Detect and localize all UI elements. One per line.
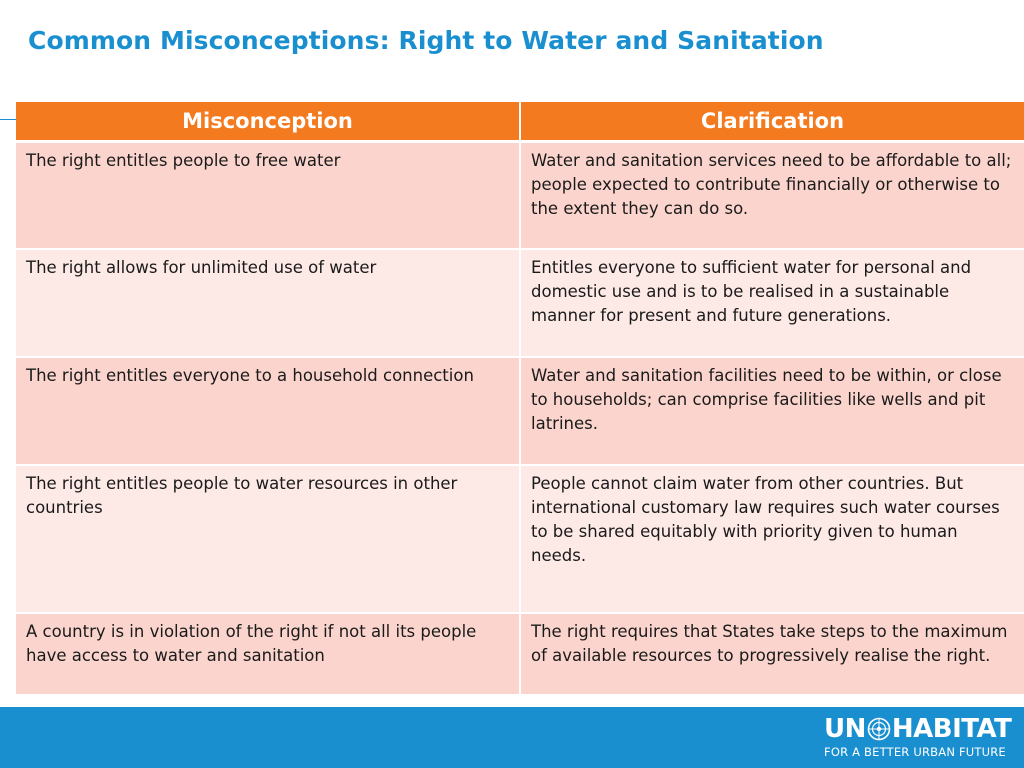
- table-header-row: Misconception Clarification: [16, 102, 1024, 143]
- column-header-misconception: Misconception: [16, 102, 521, 143]
- slide-title: Common Misconceptions: Right to Water an…: [28, 26, 824, 55]
- footer-bar: [0, 707, 1024, 768]
- logo-wordmark: UN HABITAT: [824, 714, 1014, 744]
- clarification-cell: Water and sanitation services need to be…: [520, 141, 1024, 250]
- misconceptions-table: Misconception Clarification The right en…: [16, 102, 1024, 696]
- table-row: The right entitles people to free water …: [16, 141, 1024, 250]
- misconception-cell: The right entitles people to free water: [16, 141, 521, 250]
- logo-habitat-text: HABITAT: [891, 714, 1012, 744]
- clarification-cell: Entitles everyone to sufficient water fo…: [520, 248, 1024, 358]
- clarification-cell: The right requires that States take step…: [520, 612, 1024, 696]
- un-emblem-icon: [867, 717, 891, 741]
- table-row: The right entitles people to water resou…: [16, 464, 1024, 614]
- decorative-line: [0, 119, 16, 120]
- clarification-cell: People cannot claim water from other cou…: [520, 464, 1024, 614]
- clarification-cell: Water and sanitation facilities need to …: [520, 356, 1024, 466]
- table-row: The right allows for unlimited use of wa…: [16, 248, 1024, 358]
- logo-un-text: UN: [824, 714, 866, 744]
- logo-tagline: FOR A BETTER URBAN FUTURE: [824, 745, 1006, 759]
- un-habitat-logo: UN HABITAT FOR A BETTER URBAN FUTURE: [824, 714, 1014, 759]
- misconception-cell: A country is in violation of the right i…: [16, 612, 521, 696]
- column-header-clarification: Clarification: [520, 102, 1024, 143]
- misconceptions-table-container: Misconception Clarification The right en…: [16, 102, 1024, 696]
- misconception-cell: The right allows for unlimited use of wa…: [16, 248, 521, 358]
- misconception-cell: The right entitles people to water resou…: [16, 464, 521, 614]
- table-row: The right entitles everyone to a househo…: [16, 356, 1024, 466]
- table-row: A country is in violation of the right i…: [16, 612, 1024, 696]
- misconception-cell: The right entitles everyone to a househo…: [16, 356, 521, 466]
